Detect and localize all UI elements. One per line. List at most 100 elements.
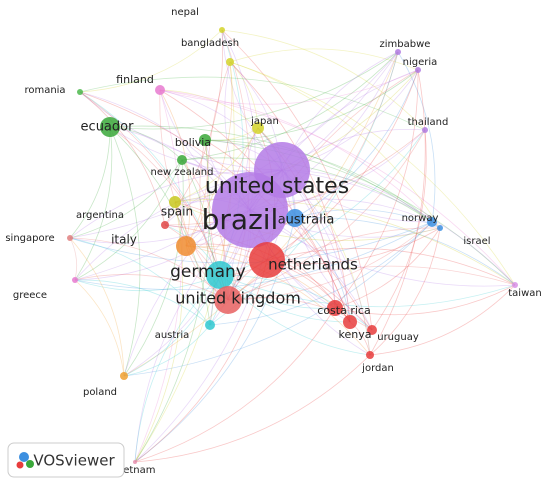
node-label: finland bbox=[116, 73, 154, 86]
edge bbox=[294, 209, 441, 229]
edge bbox=[334, 69, 419, 309]
logo-text: VOSviewer bbox=[33, 452, 115, 470]
node-label: costa rica bbox=[317, 304, 370, 317]
node-label: italy bbox=[111, 233, 137, 247]
labels: nepal bangladesh zimbabwe nigeria romania fin… bbox=[5, 7, 541, 476]
edge bbox=[185, 139, 208, 247]
edge bbox=[134, 89, 183, 463]
edge bbox=[334, 227, 441, 309]
edge bbox=[74, 279, 125, 377]
edge bbox=[221, 29, 426, 131]
node-label: japan bbox=[250, 116, 279, 127]
node-label: kenya bbox=[339, 328, 372, 341]
edge bbox=[74, 274, 221, 292]
node-label: argentina bbox=[76, 210, 124, 221]
logo-box bbox=[7, 442, 125, 478]
edge bbox=[134, 201, 184, 463]
node bbox=[77, 89, 83, 95]
node-label: netherlands bbox=[268, 256, 358, 274]
node-label: poland bbox=[83, 387, 117, 398]
node bbox=[206, 261, 234, 289]
node bbox=[205, 320, 215, 330]
edge bbox=[219, 274, 516, 308]
node-label: united states bbox=[205, 174, 349, 199]
node-label: taiwan bbox=[508, 288, 541, 299]
node-label: ecuador bbox=[81, 120, 135, 135]
node bbox=[226, 58, 234, 66]
node bbox=[249, 242, 285, 278]
edge bbox=[69, 237, 229, 301]
node bbox=[367, 325, 377, 335]
edge bbox=[74, 221, 433, 290]
node bbox=[72, 277, 78, 283]
edge bbox=[159, 69, 419, 105]
node-label: romania bbox=[24, 85, 65, 96]
edge bbox=[219, 274, 373, 331]
node-label: germany bbox=[170, 262, 246, 282]
node-label: vietnam bbox=[115, 465, 156, 476]
edge bbox=[79, 91, 283, 171]
node-label: nigeria bbox=[403, 57, 438, 68]
node-label: greece bbox=[13, 290, 47, 301]
edge bbox=[229, 61, 351, 323]
logo-icon bbox=[16, 461, 24, 469]
node bbox=[199, 134, 211, 146]
edge bbox=[181, 51, 399, 161]
edge bbox=[134, 354, 371, 463]
edge bbox=[221, 29, 250, 301]
node-label: uruguay bbox=[377, 332, 419, 343]
edge bbox=[181, 159, 215, 326]
edge bbox=[74, 159, 183, 281]
node bbox=[427, 217, 437, 227]
node bbox=[252, 122, 264, 134]
logo-icon bbox=[19, 452, 29, 462]
node-label: australia bbox=[278, 213, 335, 228]
edge bbox=[159, 89, 191, 247]
edge bbox=[69, 237, 78, 281]
logo[interactable]: VOSviewer bbox=[7, 442, 125, 478]
node-label: israel bbox=[463, 236, 490, 247]
edge bbox=[109, 126, 141, 377]
edge bbox=[69, 237, 211, 326]
edge bbox=[109, 126, 211, 326]
edge bbox=[159, 89, 259, 129]
node bbox=[422, 127, 428, 133]
node-label: norway bbox=[402, 213, 439, 224]
edge bbox=[181, 157, 433, 223]
edge bbox=[397, 51, 436, 223]
edge bbox=[174, 201, 441, 242]
node bbox=[512, 282, 518, 288]
edge bbox=[227, 129, 426, 301]
node bbox=[176, 236, 196, 256]
edge bbox=[221, 29, 373, 331]
edge bbox=[209, 221, 433, 326]
edge bbox=[294, 217, 516, 286]
edge bbox=[74, 274, 229, 301]
edge bbox=[294, 217, 351, 323]
node bbox=[120, 372, 128, 380]
node-label: zimbabwe bbox=[380, 39, 431, 50]
node bbox=[327, 300, 343, 316]
node bbox=[212, 172, 288, 248]
edge bbox=[79, 91, 166, 226]
edge bbox=[109, 51, 399, 130]
node bbox=[395, 49, 401, 55]
edge bbox=[123, 51, 399, 377]
node bbox=[155, 85, 165, 95]
edge bbox=[134, 307, 336, 463]
edge bbox=[69, 126, 111, 239]
edge bbox=[369, 69, 426, 356]
node-label: singapore bbox=[5, 233, 54, 244]
edge bbox=[185, 61, 233, 247]
edge bbox=[174, 127, 259, 203]
node bbox=[366, 351, 374, 359]
node-label: spain bbox=[161, 205, 193, 219]
node-label: jordan bbox=[361, 363, 394, 374]
edge bbox=[229, 48, 419, 71]
edge bbox=[164, 129, 426, 226]
node bbox=[437, 225, 443, 231]
edge bbox=[123, 159, 184, 377]
logo-icon bbox=[26, 460, 34, 468]
edge bbox=[204, 69, 419, 141]
